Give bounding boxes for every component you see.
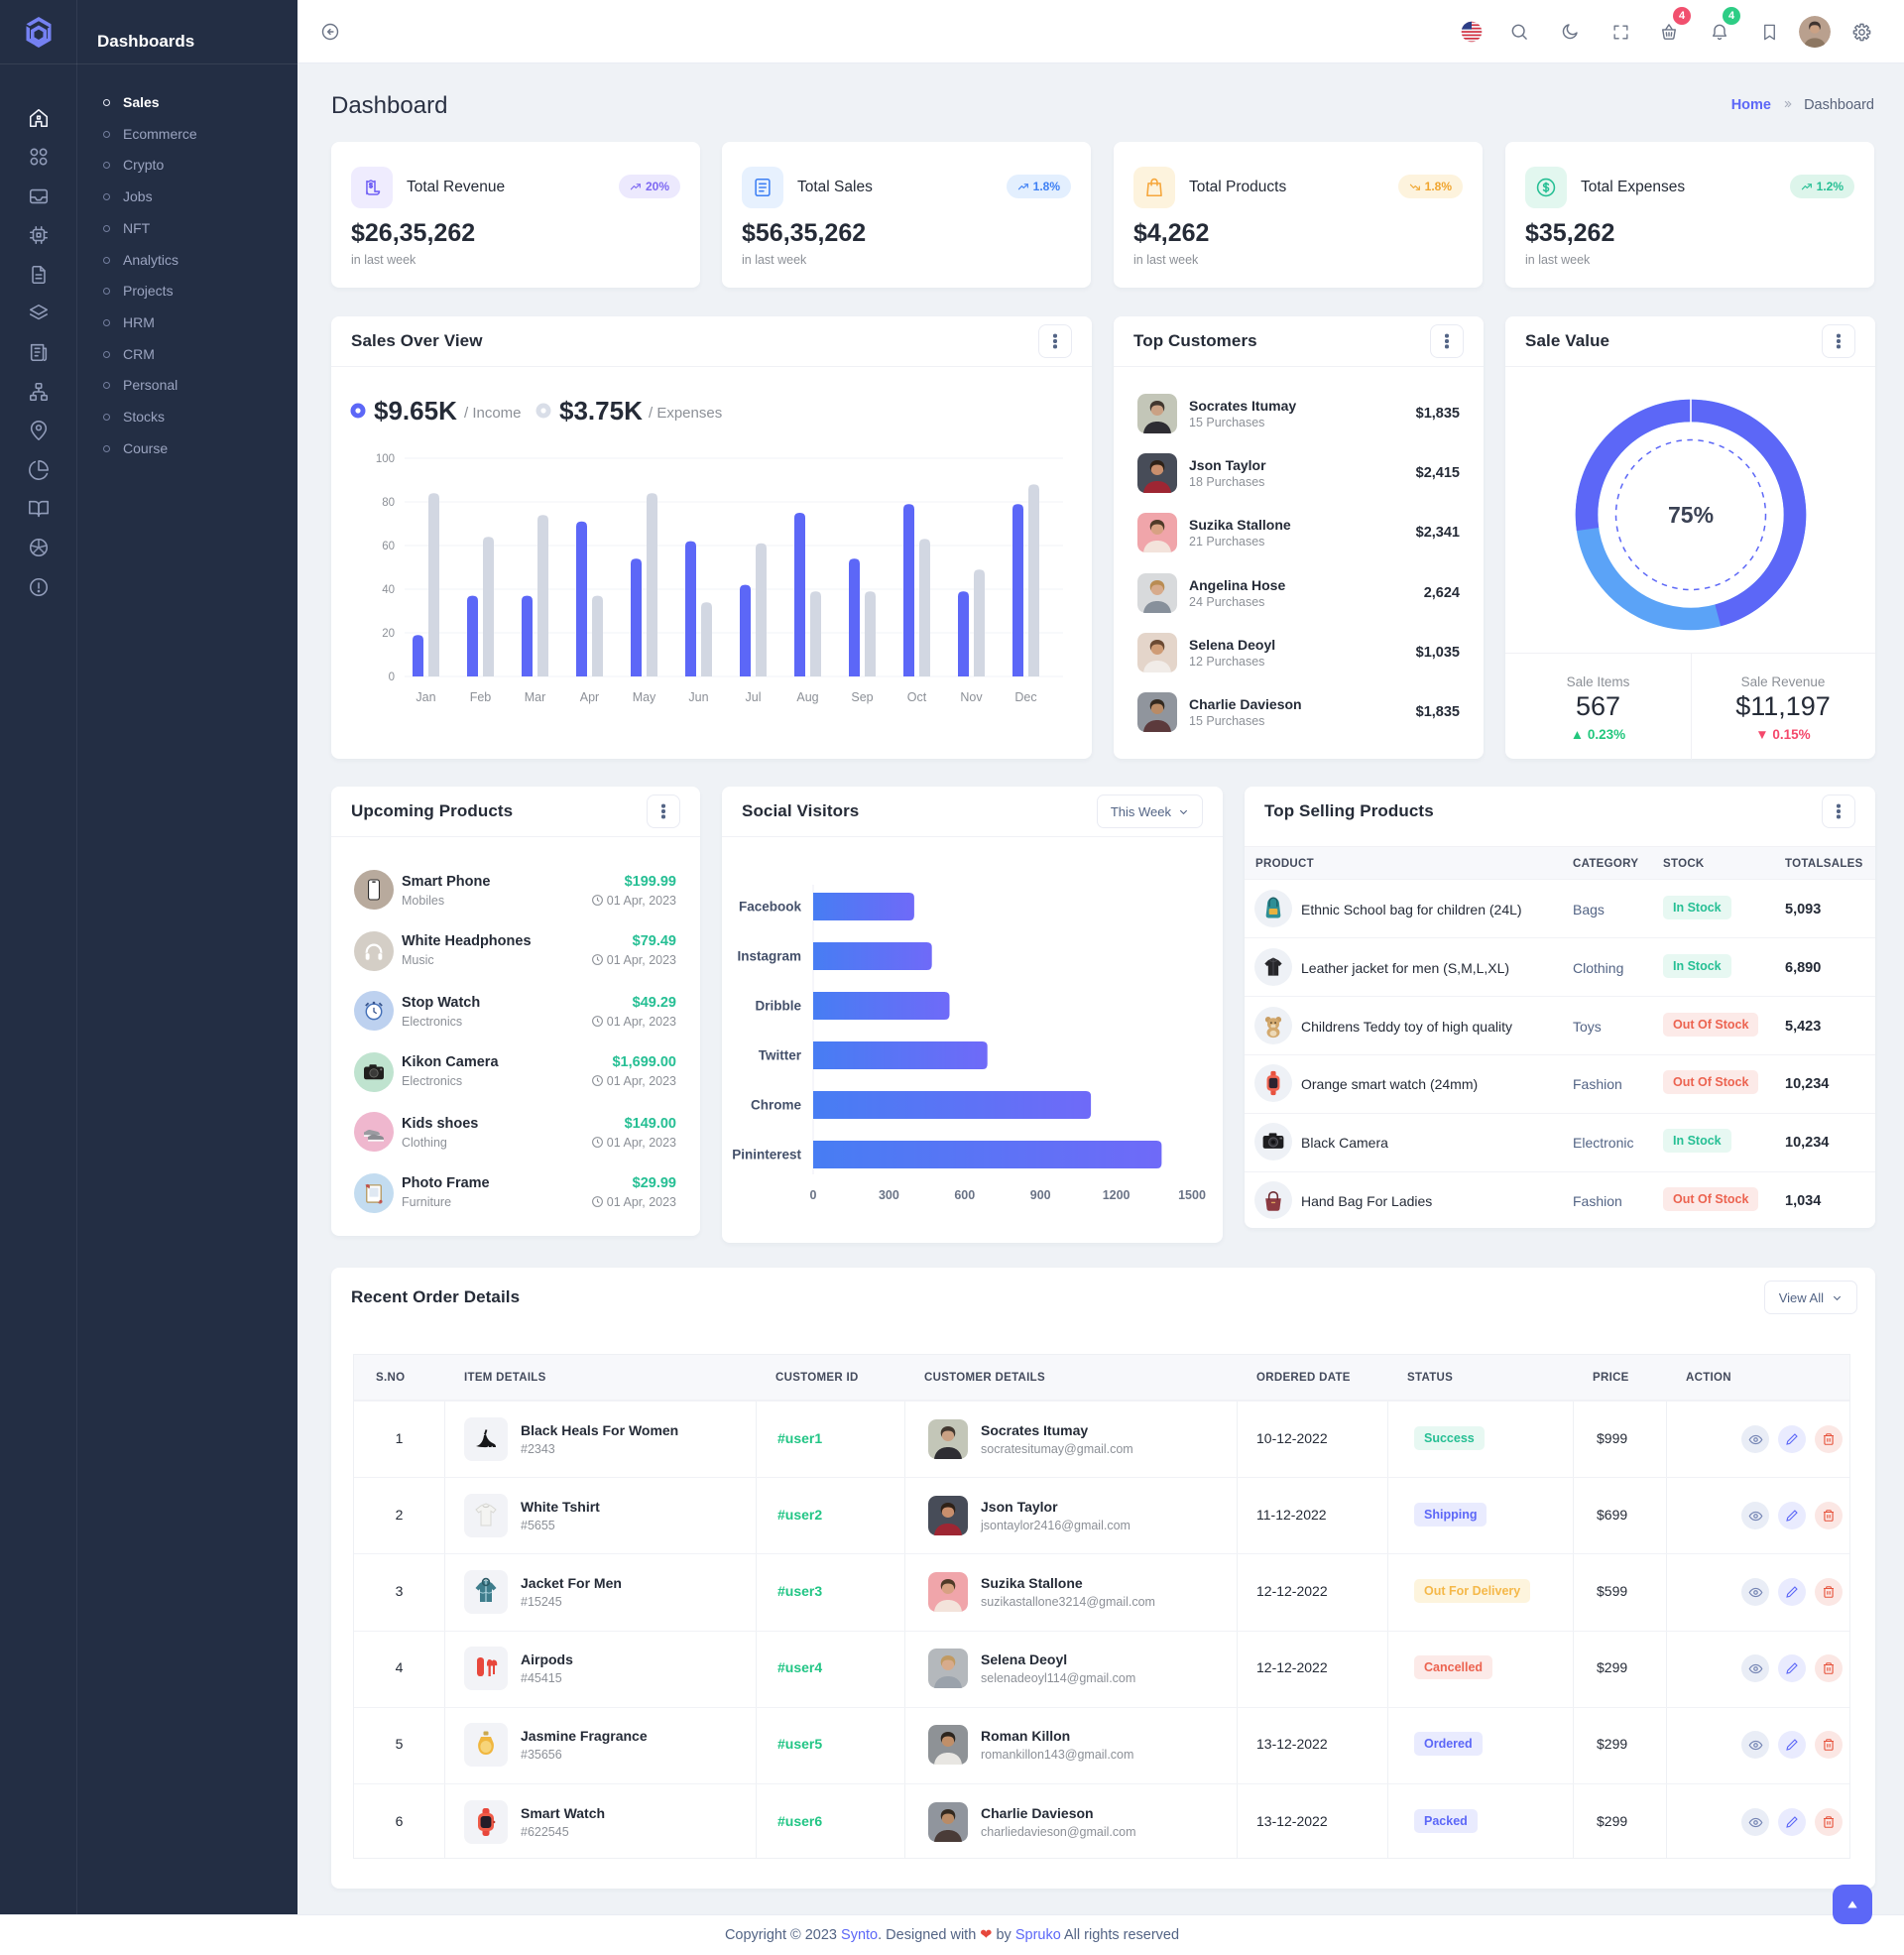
svg-text:0: 0	[389, 672, 395, 683]
svg-text:$9.65K: $9.65K	[374, 396, 457, 426]
svg-text:Aug: Aug	[796, 690, 818, 704]
svg-text:20: 20	[382, 628, 395, 640]
svg-text:Feb: Feb	[470, 690, 492, 704]
svg-text:60: 60	[382, 541, 395, 552]
svg-text:Instagram: Instagram	[737, 949, 801, 964]
svg-text:Dribble: Dribble	[755, 999, 801, 1014]
svg-text:Oct: Oct	[907, 690, 927, 704]
svg-text:100: 100	[376, 453, 395, 465]
svg-text:$3.75K: $3.75K	[559, 396, 643, 426]
svg-text:300: 300	[879, 1188, 899, 1202]
svg-text:Sep: Sep	[851, 690, 873, 704]
svg-text:40: 40	[382, 584, 395, 596]
svg-text:1500: 1500	[1178, 1188, 1206, 1202]
svg-text:Dec: Dec	[1014, 690, 1036, 704]
svg-text:0: 0	[810, 1188, 817, 1202]
svg-text:Mar: Mar	[525, 690, 546, 704]
svg-text:Pininterest: Pininterest	[732, 1148, 801, 1162]
svg-text:Chrome: Chrome	[751, 1098, 801, 1113]
svg-text:900: 900	[1030, 1188, 1051, 1202]
svg-text:75%: 75%	[1668, 502, 1714, 528]
svg-text:600: 600	[954, 1188, 975, 1202]
svg-text:May: May	[633, 690, 656, 704]
svg-text:/ Income: / Income	[464, 405, 522, 422]
svg-text:Apr: Apr	[580, 690, 599, 704]
svg-text:1200: 1200	[1103, 1188, 1130, 1202]
svg-text:Jul: Jul	[746, 690, 762, 704]
svg-text:/ Expenses: / Expenses	[649, 405, 722, 422]
svg-text:Facebook: Facebook	[739, 900, 802, 915]
svg-text:Twitter: Twitter	[759, 1048, 802, 1063]
svg-text:Jun: Jun	[688, 690, 708, 704]
svg-text:Nov: Nov	[960, 690, 983, 704]
svg-text:Jan: Jan	[416, 690, 435, 704]
svg-text:80: 80	[382, 497, 395, 509]
